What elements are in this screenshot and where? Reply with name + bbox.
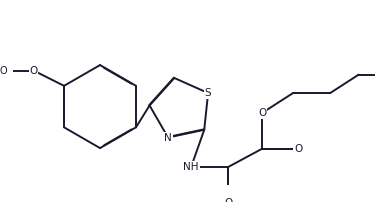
Text: O: O — [224, 198, 232, 202]
Text: O: O — [29, 65, 38, 76]
Text: O: O — [294, 144, 302, 154]
Text: N: N — [164, 133, 172, 142]
Text: S: S — [205, 88, 211, 98]
Text: O: O — [0, 65, 7, 76]
Text: NH: NH — [183, 162, 199, 172]
Text: O: O — [258, 108, 267, 118]
